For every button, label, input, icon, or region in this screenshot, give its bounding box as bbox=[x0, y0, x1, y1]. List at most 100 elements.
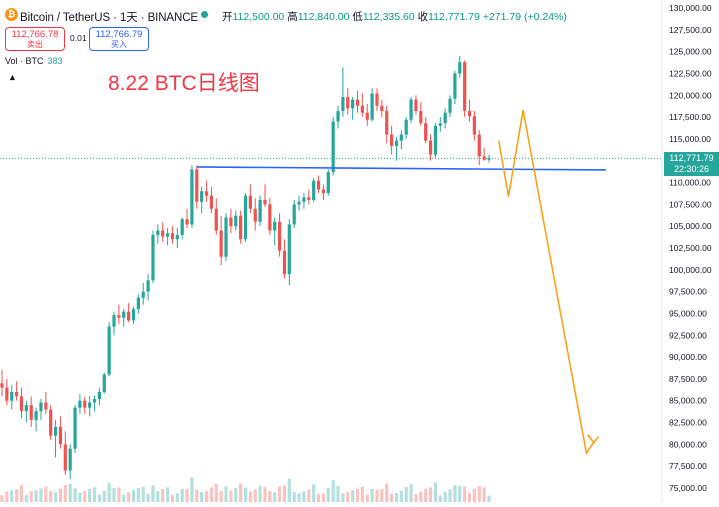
candle-body bbox=[239, 215, 243, 240]
bitcoin-logo-icon: ₿ bbox=[5, 8, 18, 21]
volume-bar bbox=[307, 489, 311, 502]
candle-body bbox=[5, 387, 9, 401]
candle-body bbox=[443, 112, 447, 124]
projection-path[interactable] bbox=[497, 109, 595, 456]
volume-bar bbox=[141, 486, 145, 502]
candle-body bbox=[248, 195, 252, 209]
volume-bar bbox=[268, 491, 272, 502]
volume-bar bbox=[424, 488, 428, 502]
volume-bar bbox=[229, 490, 233, 502]
candle-body bbox=[346, 97, 350, 109]
candle-body bbox=[341, 97, 345, 111]
volume-bar bbox=[438, 495, 442, 502]
volume-bar bbox=[239, 483, 243, 502]
price-axis-label: 77,500.00 bbox=[669, 461, 707, 471]
candle-body bbox=[448, 98, 452, 113]
volume-bar bbox=[351, 490, 355, 502]
volume-legend[interactable]: Vol · BTC 383 bbox=[5, 56, 63, 66]
price-axis-label: 85,000.00 bbox=[669, 396, 707, 406]
price-axis-bg[interactable] bbox=[662, 0, 719, 502]
candle-body bbox=[482, 156, 486, 160]
candle-body bbox=[438, 123, 442, 126]
volume-bar bbox=[375, 489, 379, 502]
volume-bar bbox=[175, 493, 179, 502]
volume-bar bbox=[453, 485, 457, 502]
candle-body bbox=[185, 219, 189, 225]
price-axis-label: 100,000.00 bbox=[669, 265, 712, 275]
volume-bar bbox=[78, 492, 82, 502]
candle-body bbox=[229, 217, 233, 227]
candle-body bbox=[258, 200, 262, 222]
candle-body bbox=[175, 234, 179, 240]
price-axis-label: 130,000.00 bbox=[669, 3, 712, 13]
volume-bar bbox=[312, 484, 316, 502]
buy-label: 买入 bbox=[111, 40, 127, 49]
volume-bar bbox=[385, 483, 389, 502]
symbol-title[interactable]: Bitcoin / TetherUS · 1天 · BINANCE bbox=[20, 12, 198, 24]
volume-bar bbox=[0, 495, 4, 502]
candle-body bbox=[15, 392, 19, 397]
volume-bar bbox=[34, 490, 38, 502]
volume-bar bbox=[209, 487, 214, 502]
candle-body bbox=[316, 180, 321, 190]
collapse-chevron-icon[interactable]: ▼ bbox=[8, 73, 17, 83]
candle-body bbox=[44, 402, 48, 410]
buy-button[interactable]: 112,766.79 买入 bbox=[89, 27, 149, 51]
volume-bar bbox=[83, 490, 87, 502]
candle-body bbox=[161, 230, 165, 237]
candle-body bbox=[49, 409, 53, 436]
volume-bar bbox=[341, 493, 345, 502]
volume-bar bbox=[458, 485, 462, 502]
price-axis-label: 107,500.00 bbox=[669, 199, 712, 209]
candle-body bbox=[165, 233, 170, 237]
candle-body bbox=[302, 197, 306, 202]
price-axis-label: 120,000.00 bbox=[669, 90, 712, 100]
candle-body bbox=[156, 230, 160, 235]
high-label: 高 bbox=[287, 11, 298, 23]
candle-body bbox=[34, 411, 38, 420]
candle-body bbox=[399, 134, 403, 141]
support-trendline[interactable] bbox=[196, 166, 606, 171]
volume-bar bbox=[97, 494, 101, 502]
candle-body bbox=[472, 116, 476, 135]
current-price-tag: 112,771.79 22:30:26 bbox=[664, 152, 719, 176]
price-axis-label: 82,500.00 bbox=[669, 418, 707, 428]
volume-bar bbox=[88, 489, 92, 502]
candle-body bbox=[122, 311, 126, 318]
candle-body bbox=[424, 123, 428, 141]
volume-bar bbox=[370, 489, 374, 502]
price-axis-label: 110,000.00 bbox=[669, 178, 711, 188]
volume-bar bbox=[68, 483, 72, 502]
volume-bar bbox=[331, 480, 335, 502]
candle-body bbox=[243, 195, 248, 240]
candle-body bbox=[277, 221, 282, 251]
volume-bar bbox=[404, 487, 408, 502]
volume-bar bbox=[5, 491, 9, 502]
volume-bar bbox=[326, 488, 330, 502]
drawings bbox=[0, 109, 662, 456]
candle-body bbox=[234, 215, 238, 227]
candle-body bbox=[131, 309, 136, 321]
volume-bar bbox=[414, 493, 418, 502]
current-price: 112,771.79 bbox=[669, 153, 714, 163]
candle-body bbox=[419, 110, 423, 124]
volume-bar bbox=[161, 488, 165, 502]
volume-bar bbox=[248, 491, 252, 502]
candle-body bbox=[253, 208, 257, 222]
volume-bars bbox=[0, 477, 491, 502]
candle-body bbox=[428, 140, 433, 155]
candle-body bbox=[321, 189, 326, 194]
candle-body bbox=[97, 392, 101, 399]
candle-body bbox=[117, 315, 121, 318]
candle-body bbox=[83, 400, 87, 408]
candle-body bbox=[297, 201, 301, 205]
sell-button[interactable]: 112,766.78 卖出 bbox=[5, 27, 65, 51]
volume-bar bbox=[29, 491, 33, 502]
projection-arrowhead bbox=[587, 434, 600, 444]
candle-body bbox=[390, 134, 394, 146]
price-axis-label: 117,500.00 bbox=[669, 112, 711, 122]
candle-body bbox=[92, 398, 97, 403]
candles bbox=[0, 56, 491, 480]
